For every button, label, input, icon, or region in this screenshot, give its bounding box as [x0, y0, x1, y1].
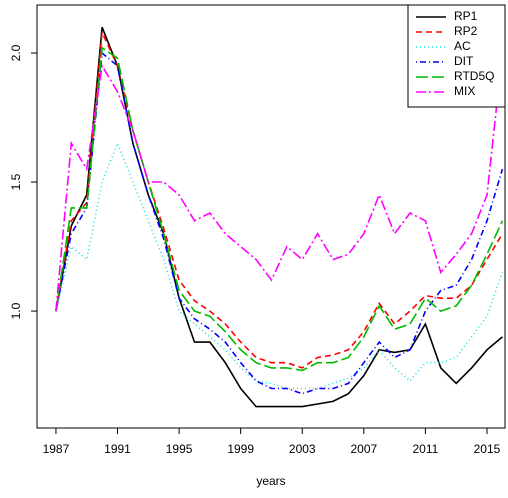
series-line — [55, 29, 504, 369]
x-axis-label: years — [256, 474, 285, 488]
y-tick-label: 1.0 — [9, 302, 23, 319]
x-tick-label: 2003 — [289, 442, 316, 456]
series-line — [55, 46, 504, 372]
x-tick-label: 2007 — [350, 442, 377, 456]
plot-frame — [36, 4, 506, 429]
x-tick-label: 1995 — [166, 442, 193, 456]
legend-box — [407, 4, 506, 108]
legend-label: DIT — [454, 54, 474, 68]
legend-label: MIX — [454, 84, 475, 98]
legend-label: RP2 — [454, 24, 478, 38]
series-line — [55, 26, 503, 408]
x-tick-label: 1991 — [104, 442, 131, 456]
y-tick-label: 1.5 — [9, 173, 23, 190]
legend-label: AC — [454, 39, 471, 53]
x-tick-label: 1987 — [43, 442, 70, 456]
x-tick-label: 2015 — [474, 442, 501, 456]
x-tick-label: 2011 — [413, 442, 439, 456]
x-tick-label: 1999 — [227, 442, 254, 456]
legend-label: RP1 — [454, 9, 478, 23]
y-tick-label: 2.0 — [9, 44, 23, 61]
legend-label: RTD5Q — [454, 69, 494, 83]
series-line — [55, 52, 504, 312]
